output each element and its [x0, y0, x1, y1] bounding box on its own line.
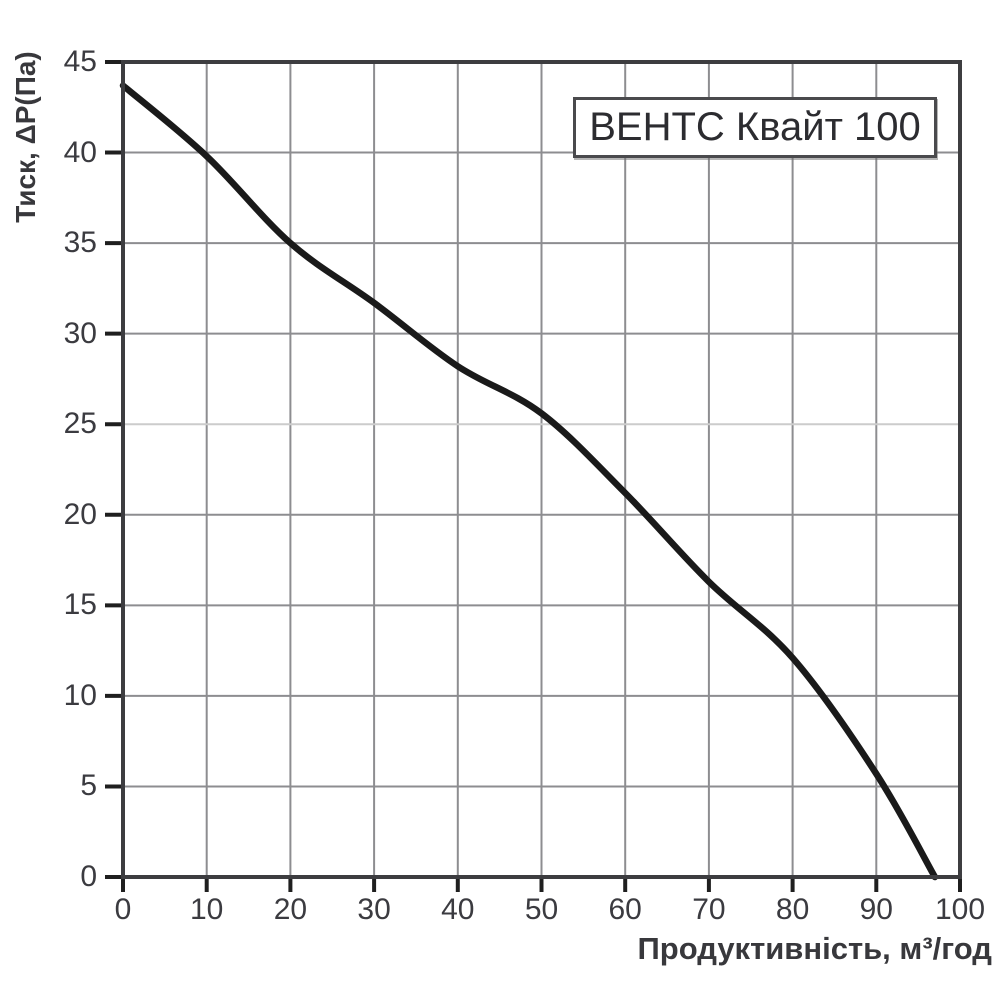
x-tick-label: 30 [357, 893, 391, 926]
plot-frame [121, 60, 962, 879]
x-tick-label: 100 [934, 893, 986, 926]
y-tick-label: 25 [63, 407, 97, 441]
y-tick-label: 10 [63, 678, 97, 712]
y-tick-label: 35 [63, 226, 97, 260]
x-tick-label: 50 [524, 893, 559, 926]
y-tick-label: 20 [63, 497, 97, 531]
x-tick-label: 40 [441, 893, 475, 926]
x-tick-label: 0 [114, 893, 132, 926]
x-tick-label: 20 [273, 893, 308, 926]
y-tick-label: 30 [63, 316, 97, 350]
x-tick-label: 80 [775, 893, 810, 926]
x-tick-label: 90 [859, 893, 893, 926]
y-tick-label: 0 [80, 860, 97, 893]
series-label-box: ВЕНТС Квайт 100 [573, 97, 937, 158]
performance-curve [119, 82, 939, 881]
x-tick-label: 60 [608, 893, 642, 926]
x-axis-title: Продуктивність, м³/год [637, 931, 992, 966]
y-tick-label: 40 [63, 135, 97, 169]
y-tick-label: 15 [63, 588, 97, 622]
x-tick-label: 70 [692, 893, 726, 926]
x-tick-label: 10 [190, 893, 224, 926]
series-label: ВЕНТС Квайт 100 [589, 105, 921, 149]
y-tick-label: 45 [63, 45, 97, 78]
y-tick-label: 5 [80, 769, 97, 803]
